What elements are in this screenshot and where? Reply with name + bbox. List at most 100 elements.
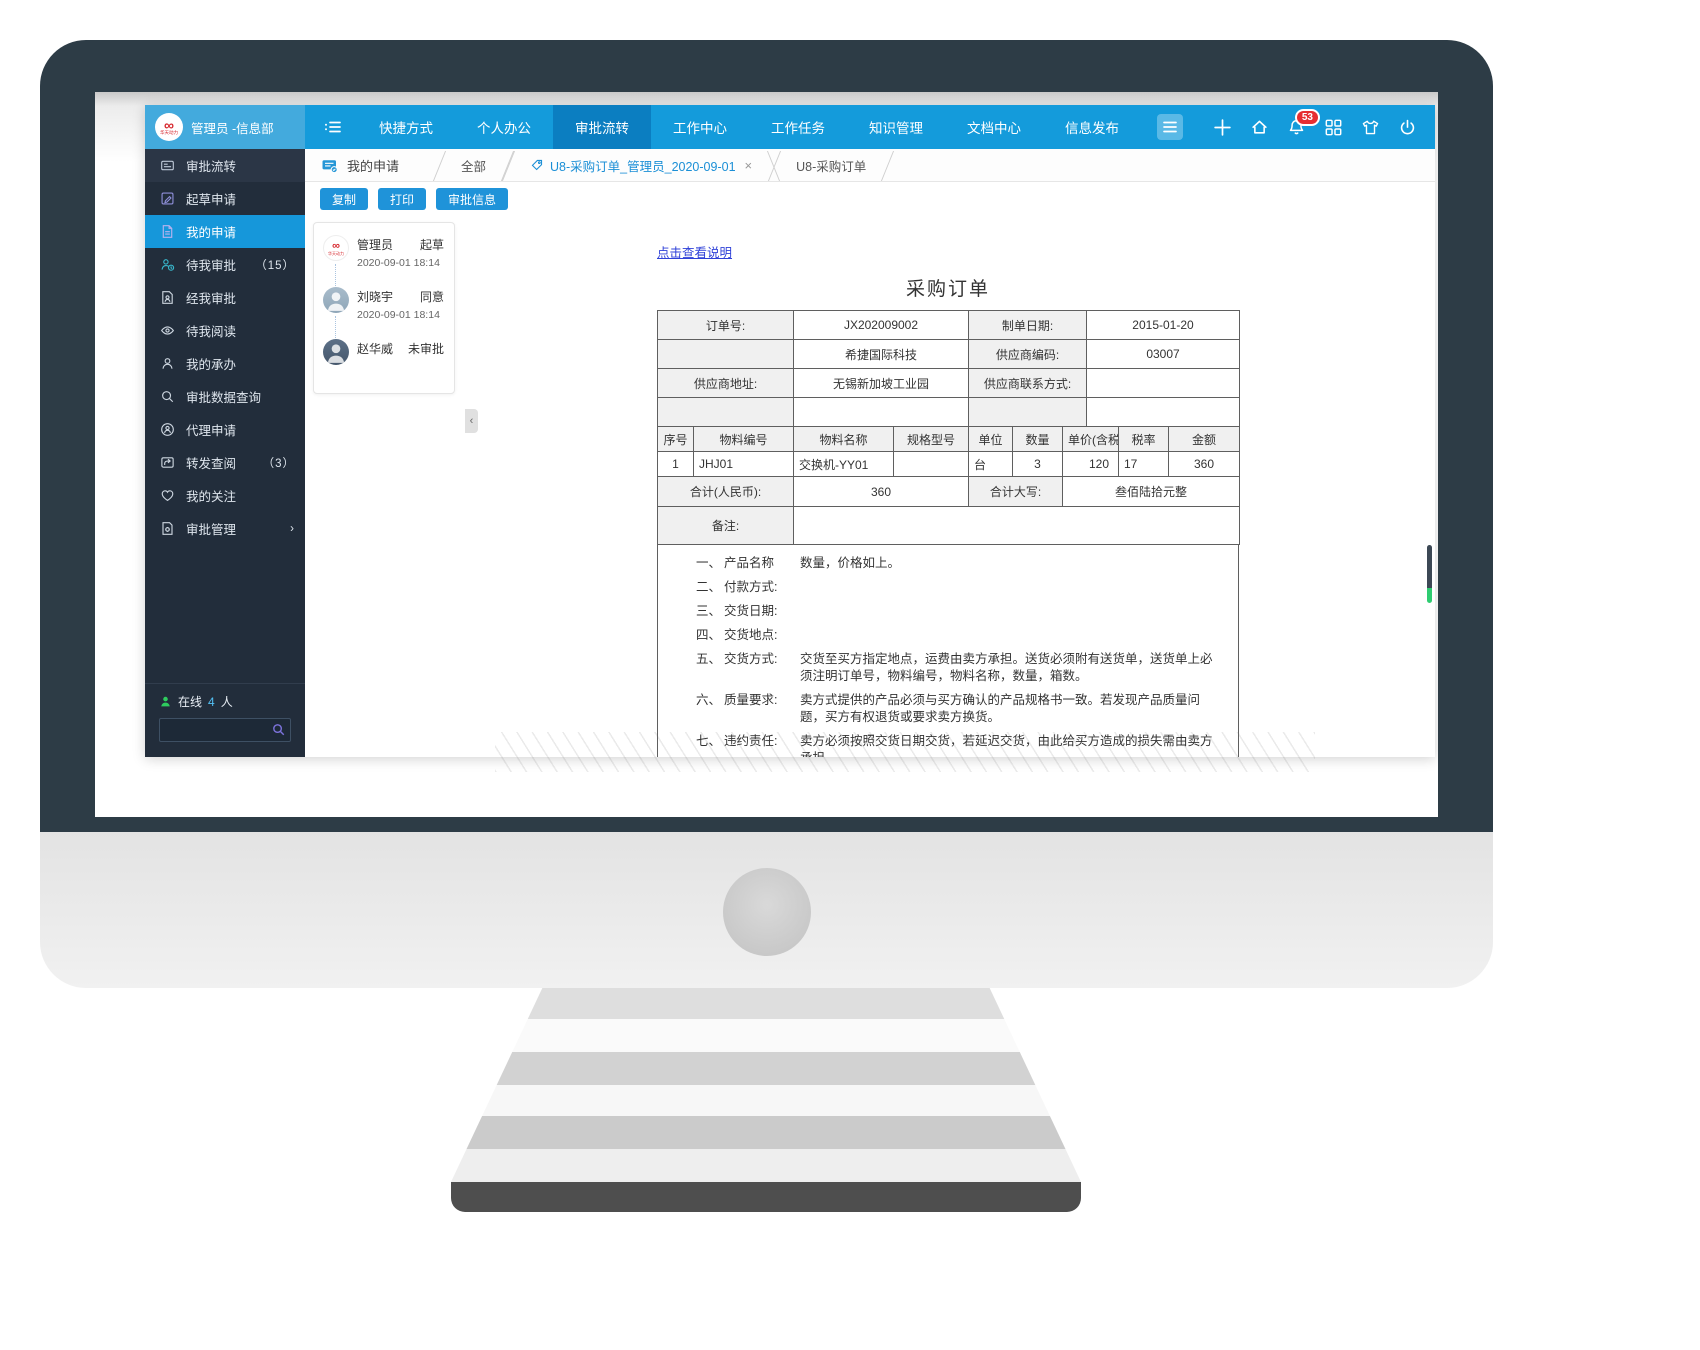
current-user-label: 管理员 -信息部 — [191, 121, 274, 136]
search-icon — [160, 389, 175, 404]
sidebar-item-approval-management[interactable]: 审批管理 › — [145, 512, 305, 545]
term-no: 七、 — [696, 734, 722, 748]
column-header: 数量 — [1012, 426, 1063, 452]
term-line: 三、 交货日期: — [696, 603, 1224, 620]
new-item-button[interactable] — [1213, 118, 1232, 137]
sidebar-item-pending-my-approval[interactable]: 待我审批 （15） — [145, 248, 305, 281]
more-menu-icon[interactable] — [1157, 114, 1183, 140]
logo-glyph: ∞ — [164, 116, 174, 133]
heart-icon — [160, 488, 175, 503]
sidebar-item-pending-my-read[interactable]: 待我阅读 — [145, 314, 305, 347]
main-nav: 快捷方式 个人办公 审批流转 工作中心 工作任务 知识管理 文档中心 信息发布 — [357, 105, 1141, 149]
term-label: 交货日期: — [724, 604, 778, 618]
apps-grid-icon[interactable] — [1324, 118, 1343, 137]
approval-timeline-card: ∞ 华天动力 管理员 起草 202 — [313, 222, 455, 394]
tab-purchase-order-doc[interactable]: U8-采购订单_管理员_2020-09-01 × — [501, 149, 781, 181]
home-button[interactable] — [1250, 118, 1269, 137]
field-value: 无锡新加坡工业园 — [793, 368, 969, 398]
forward-icon — [160, 455, 175, 470]
proxy-circle-icon — [160, 422, 175, 437]
sidebar-item-my-follows[interactable]: 我的关注 — [145, 479, 305, 512]
total-words-label: 合计大写: — [968, 476, 1063, 507]
timeline-entry[interactable]: 赵华威 未审批 — [323, 339, 445, 379]
monitor-bezel: ∞ 华天动力 管理员 -信息部 快捷方式 个人办公 审批流转 — [40, 40, 1493, 832]
sidebar-item-my-tasks[interactable]: 我的承办 — [145, 347, 305, 380]
cell-unit: 台 — [968, 451, 1013, 477]
sidebar-item-label: 审批数据查询 — [186, 391, 262, 405]
nav-work-center[interactable]: 工作中心 — [651, 105, 749, 149]
term-label: 产品名称 — [724, 556, 775, 570]
field-value — [1086, 368, 1240, 398]
term-text: 卖方式提供的产品必须与买方确认的产品规格书一致。若发现产品质量问题，买方有权退货… — [800, 693, 1201, 724]
search-input[interactable] — [159, 718, 291, 742]
nav-approval-flow[interactable]: 审批流转 — [553, 105, 651, 149]
sidebar-item-proxy-request[interactable]: 代理申请 — [145, 413, 305, 446]
copy-button[interactable]: 复制 — [320, 188, 369, 210]
order-terms: 一、 产品名称 数量，价格如上。 二、 付款方式: — [657, 545, 1239, 757]
collapse-pane-handle[interactable] — [465, 409, 478, 433]
tab-all[interactable]: 全部 — [432, 149, 515, 181]
field-value — [1086, 397, 1240, 427]
nav-document-center[interactable]: 文档中心 — [945, 105, 1043, 149]
column-header: 金额 — [1168, 426, 1240, 452]
tab-purchase-order-form[interactable]: U8-采购订单 — [768, 149, 895, 181]
sidebar-item-label: 代理申请 — [186, 424, 237, 438]
avatar — [323, 339, 349, 365]
close-tab-icon[interactable]: × — [744, 157, 753, 173]
avatar: ∞ 华天动力 — [323, 235, 349, 261]
term-no: 一、 — [696, 556, 722, 570]
term-text — [800, 579, 1224, 596]
cell-material-name: 交换机-YY01 — [793, 451, 894, 477]
brand-area[interactable]: ∞ 华天动力 管理员 -信息部 — [145, 105, 305, 149]
tab-edge — [881, 151, 895, 181]
search-icon[interactable] — [271, 722, 286, 737]
field-value: 03007 — [1086, 339, 1240, 369]
approver-name: 管理员 — [357, 238, 394, 252]
approval-info-button[interactable]: 审批信息 — [436, 188, 509, 210]
approval-status: 同意 — [419, 290, 444, 304]
approver-name: 赵华威 — [357, 342, 394, 356]
field-label — [657, 339, 794, 369]
oa-app-window: ∞ 华天动力 管理员 -信息部 快捷方式 个人办公 审批流转 — [145, 105, 1435, 757]
item-row: 1 JHJ01 交换机-YY01 台 3 120 17 360 — [657, 451, 1240, 477]
monitor-screen: ∞ 华天动力 管理员 -信息部 快捷方式 个人办公 审批流转 — [95, 92, 1438, 817]
sidebar-item-approval-flow[interactable]: 审批流转 — [145, 149, 305, 182]
term-text: 数量，价格如上。 — [800, 556, 901, 570]
term-line: 五、 交货方式: 交货至买方指定地点，运费由卖方承担。送货必须附有送货单，送货单… — [696, 651, 1224, 685]
toolbar: 复制 打印 审批信息 — [305, 182, 1435, 212]
sidebar-item-my-requests[interactable]: 我的申请 — [145, 215, 305, 248]
nav-knowledge-mgmt[interactable]: 知识管理 — [847, 105, 945, 149]
pane-title-label: 我的申请 — [347, 158, 400, 174]
nav-work-tasks[interactable]: 工作任务 — [749, 105, 847, 149]
term-text — [800, 627, 1224, 644]
term-line: 四、 交货地点: — [696, 627, 1224, 644]
tab-strip: 我的申请 全部 — [305, 149, 1435, 182]
nav-personal-office[interactable]: 个人办公 — [455, 105, 553, 149]
nav-quick-access[interactable]: 快捷方式 — [357, 105, 455, 149]
person-clock-icon — [160, 257, 175, 272]
nav-info-publish[interactable]: 信息发布 — [1043, 105, 1141, 149]
timeline-entry[interactable]: 刘晓宇 同意 2020-09-01 18:14 — [323, 287, 445, 342]
approval-status: 未审批 — [407, 342, 444, 356]
field-label — [657, 397, 794, 427]
notification-badge: 53 — [1294, 108, 1320, 126]
print-button[interactable]: 打印 — [378, 188, 427, 210]
theme-shirt-icon[interactable] — [1361, 118, 1380, 137]
monitor-stand-neck — [451, 988, 1081, 1182]
menu-fold-icon[interactable] — [305, 105, 357, 149]
sidebar-item-forwarded-items[interactable]: 转发查阅 （3） — [145, 446, 305, 479]
power-logout-icon[interactable] — [1398, 118, 1417, 137]
sidebar-item-draft-request[interactable]: 起草申请 — [145, 182, 305, 215]
vertical-scrollbar-thumb[interactable] — [1427, 545, 1432, 603]
approval-time: 2020-09-01 18:14 — [357, 309, 440, 321]
timeline-entry[interactable]: ∞ 华天动力 管理员 起草 202 — [323, 235, 445, 290]
view-instructions-link[interactable]: 点击查看说明 — [657, 246, 733, 260]
monitor-logo-circle — [722, 868, 811, 956]
sidebar-item-label: 审批管理 — [186, 523, 237, 537]
cell-tax-rate: 17 — [1118, 451, 1169, 477]
doc-gear-icon — [160, 521, 175, 536]
sidebar-item-approved-by-me[interactable]: 经我审批 — [145, 281, 305, 314]
online-label: 在线 — [178, 695, 203, 709]
notifications-bell-icon[interactable]: 53 — [1287, 108, 1320, 137]
sidebar-item-approval-data-query[interactable]: 审批数据查询 — [145, 380, 305, 413]
